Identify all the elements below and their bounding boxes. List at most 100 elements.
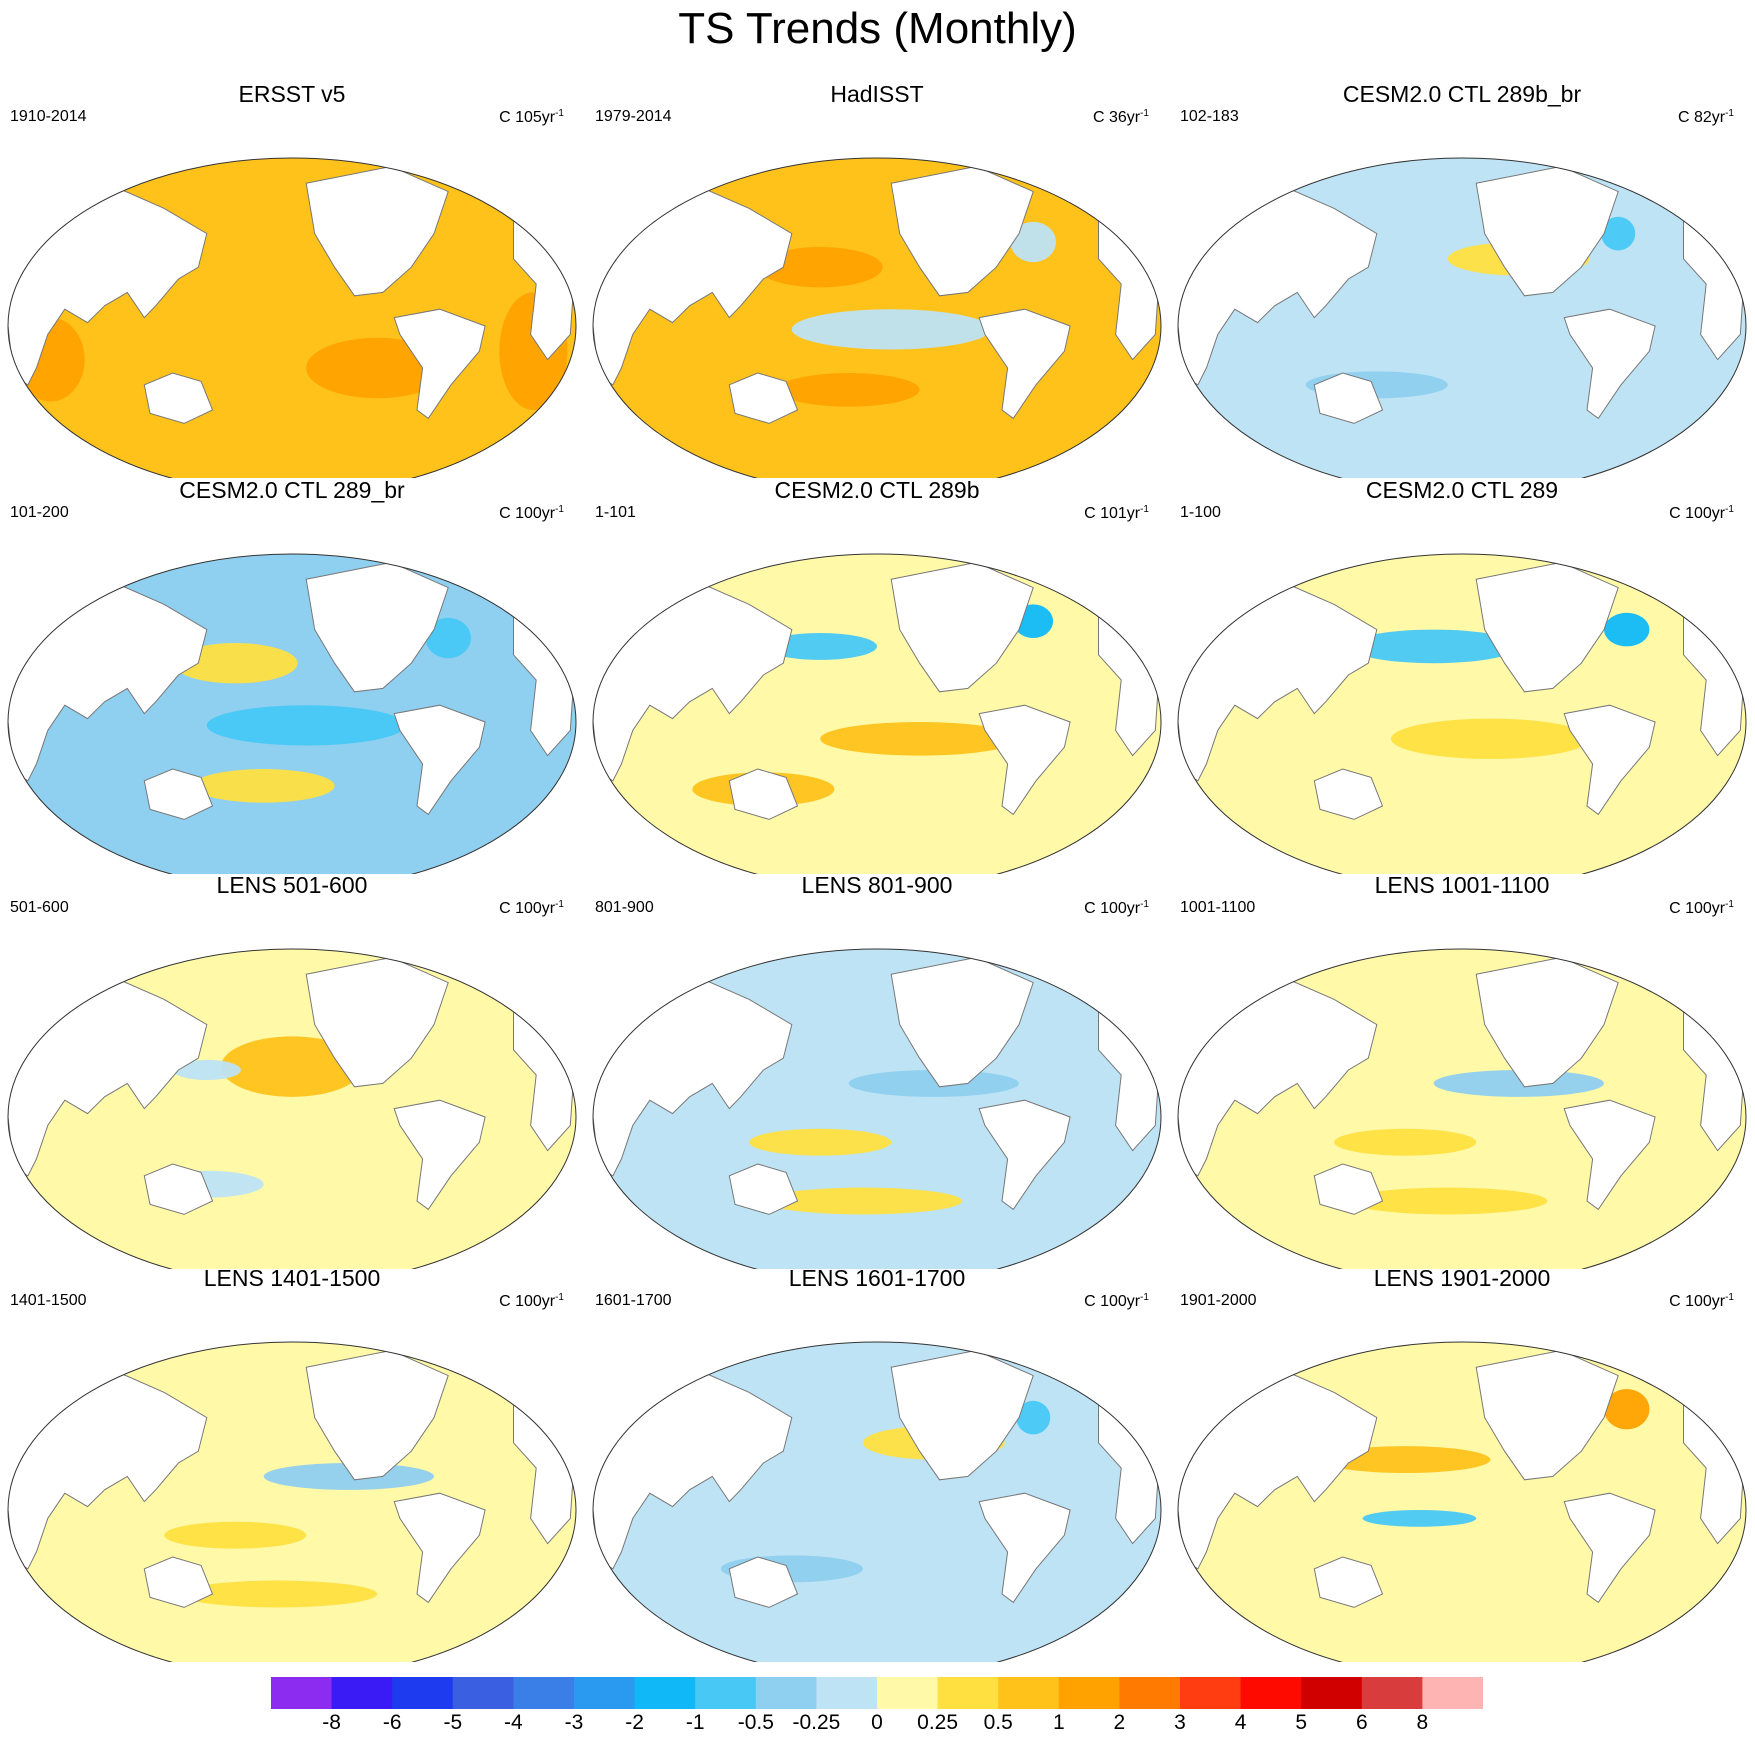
colorbar-swatch [513, 1677, 575, 1709]
colorbar-tick-label: 4 [1234, 1711, 1247, 1734]
colorbar-tick-label: -3 [564, 1711, 584, 1734]
land-north-america [305, 165, 449, 297]
panel-units-label: C 100yr-1 [1669, 1288, 1734, 1312]
land-south-america [978, 308, 1071, 420]
trend-anomaly-region [1016, 1400, 1051, 1435]
land-south-america [393, 704, 486, 816]
trend-anomaly-region [1601, 216, 1636, 251]
map-panel: LENS 801-900 801-900 C 100yr-1 [585, 871, 1169, 1269]
units-text: C 36yr [1092, 109, 1141, 126]
panel-units-label: C 100yr-1 [499, 500, 564, 524]
colorbar-swatch [1301, 1677, 1363, 1709]
land-australia [728, 372, 799, 424]
map-svg [7, 1341, 577, 1662]
map-boundary [1177, 553, 1747, 874]
map-panel: CESM2.0 CTL 289_br 101-200 C 100yr-1 [0, 476, 584, 874]
land-australia [728, 1556, 799, 1608]
map-svg [7, 553, 577, 874]
panel-title: ERSST v5 [238, 81, 346, 107]
colorbar-tick-label: 0.25 [917, 1711, 959, 1734]
panel-units-label: C 82yr-1 [1678, 104, 1734, 128]
panel-period-label: 1601-1700 [595, 1292, 672, 1309]
units-exponent: -1 [1140, 504, 1149, 515]
units-text: C 100yr [1669, 505, 1726, 522]
land-australia [143, 1556, 214, 1608]
land-australia [1313, 372, 1384, 424]
trend-anomaly-region [1433, 1069, 1604, 1097]
map-boundary [592, 157, 1162, 478]
panel-title: LENS 501-600 [216, 872, 368, 898]
land-south-america [1563, 704, 1656, 816]
panel-units-label: C 100yr-1 [1084, 895, 1149, 919]
land-north-america [1475, 165, 1619, 297]
map-svg [1177, 553, 1747, 874]
panel-title: CESM2.0 CTL 289 [1365, 477, 1559, 503]
units-exponent: -1 [555, 108, 564, 119]
map-svg [1177, 948, 1747, 1269]
panel-title: LENS 1001-1100 [1374, 872, 1550, 898]
colorbar-tick-label: -0.5 [737, 1711, 774, 1734]
trend-anomaly-region [1348, 629, 1519, 664]
land-australia [1313, 1163, 1384, 1215]
colorbar: -8 -6 -5 -4 -3 -2 -1 -0.5 -0.25 0 0.25 0.5 1 2 3 4 5 6 8 [271, 1677, 1483, 1737]
trend-anomaly-region [221, 1036, 363, 1097]
map-panel: LENS 1601-1700 1601-1700 C 100yr-1 [585, 1264, 1169, 1662]
map-boundary [1177, 157, 1747, 478]
land-south-america [1563, 308, 1656, 420]
map-panel: CESM2.0 CTL 289b 1-101 C 101yr-1 [585, 476, 1169, 874]
land-south-america [393, 308, 486, 420]
panel-units-label: C 100yr-1 [1084, 1288, 1149, 1312]
units-exponent: -1 [555, 504, 564, 515]
panel-units-label: C 105yr-1 [499, 104, 564, 128]
map-panel: ERSST v5 1910-2014 C 105yr-1 [0, 80, 584, 478]
land-north-america [1475, 1349, 1619, 1481]
colorbar-swatch [1361, 1677, 1423, 1709]
map-panel: HadISST 1979-2014 C 36yr-1 [585, 80, 1169, 478]
map-svg [592, 157, 1162, 478]
trend-anomaly-region [1391, 718, 1590, 759]
map-boundary [592, 948, 1162, 1269]
trend-anomaly-region [1604, 612, 1650, 647]
map-panel: LENS 1001-1100 1001-1100 C 100yr-1 [1170, 871, 1754, 1269]
colorbar-swatch [1058, 1677, 1120, 1709]
panel-title: CESM2.0 CTL 289b [774, 477, 980, 503]
colorbar-swatch [271, 1677, 333, 1709]
colorbar-tick-label: -1 [685, 1711, 705, 1734]
map-panel: LENS 501-600 501-600 C 100yr-1 [0, 871, 584, 1269]
units-text: C 100yr [499, 900, 556, 917]
colorbar-swatch [695, 1677, 757, 1709]
land-south-america [1563, 1492, 1656, 1604]
map-svg [592, 948, 1162, 1269]
panel-period-label: 501-600 [10, 899, 69, 916]
panel-period-label: 1-100 [1180, 504, 1221, 521]
land-australia [1313, 1556, 1384, 1608]
units-text: C 100yr [1084, 900, 1141, 917]
panel-period-label: 101-200 [10, 504, 69, 521]
trend-anomaly-region [820, 722, 1019, 756]
land-north-america [890, 561, 1034, 693]
units-text: C 100yr [1669, 900, 1726, 917]
units-text: C 100yr [499, 1293, 556, 1310]
land-north-america [890, 956, 1034, 1088]
land-north-america [305, 1349, 449, 1481]
land-south-america [1563, 1099, 1656, 1211]
colorbar-tick-label: -4 [504, 1711, 523, 1734]
colorbar-tick-label: -6 [382, 1711, 402, 1734]
colorbar-swatch [1422, 1677, 1483, 1709]
colorbar-swatch [1180, 1677, 1242, 1709]
land-australia [728, 768, 799, 820]
panel-units-label: C 100yr-1 [1669, 895, 1734, 919]
map-panel: CESM2.0 CTL 289b_br 102-183 C 82yr-1 [1170, 80, 1754, 478]
panel-period-label: 1901-2000 [1180, 1292, 1257, 1309]
trend-anomaly-region [757, 247, 883, 288]
colorbar-swatch [998, 1677, 1060, 1709]
panel-title: LENS 1901-2000 [1373, 1265, 1551, 1291]
colorbar-tick-label: 2 [1113, 1711, 1126, 1734]
trend-anomaly-region [192, 769, 335, 803]
units-exponent: -1 [1725, 1292, 1734, 1303]
units-exponent: -1 [555, 1292, 564, 1303]
units-exponent: -1 [1725, 899, 1734, 910]
map-svg [7, 948, 577, 1269]
map-svg [592, 553, 1162, 874]
map-svg [1177, 157, 1747, 478]
